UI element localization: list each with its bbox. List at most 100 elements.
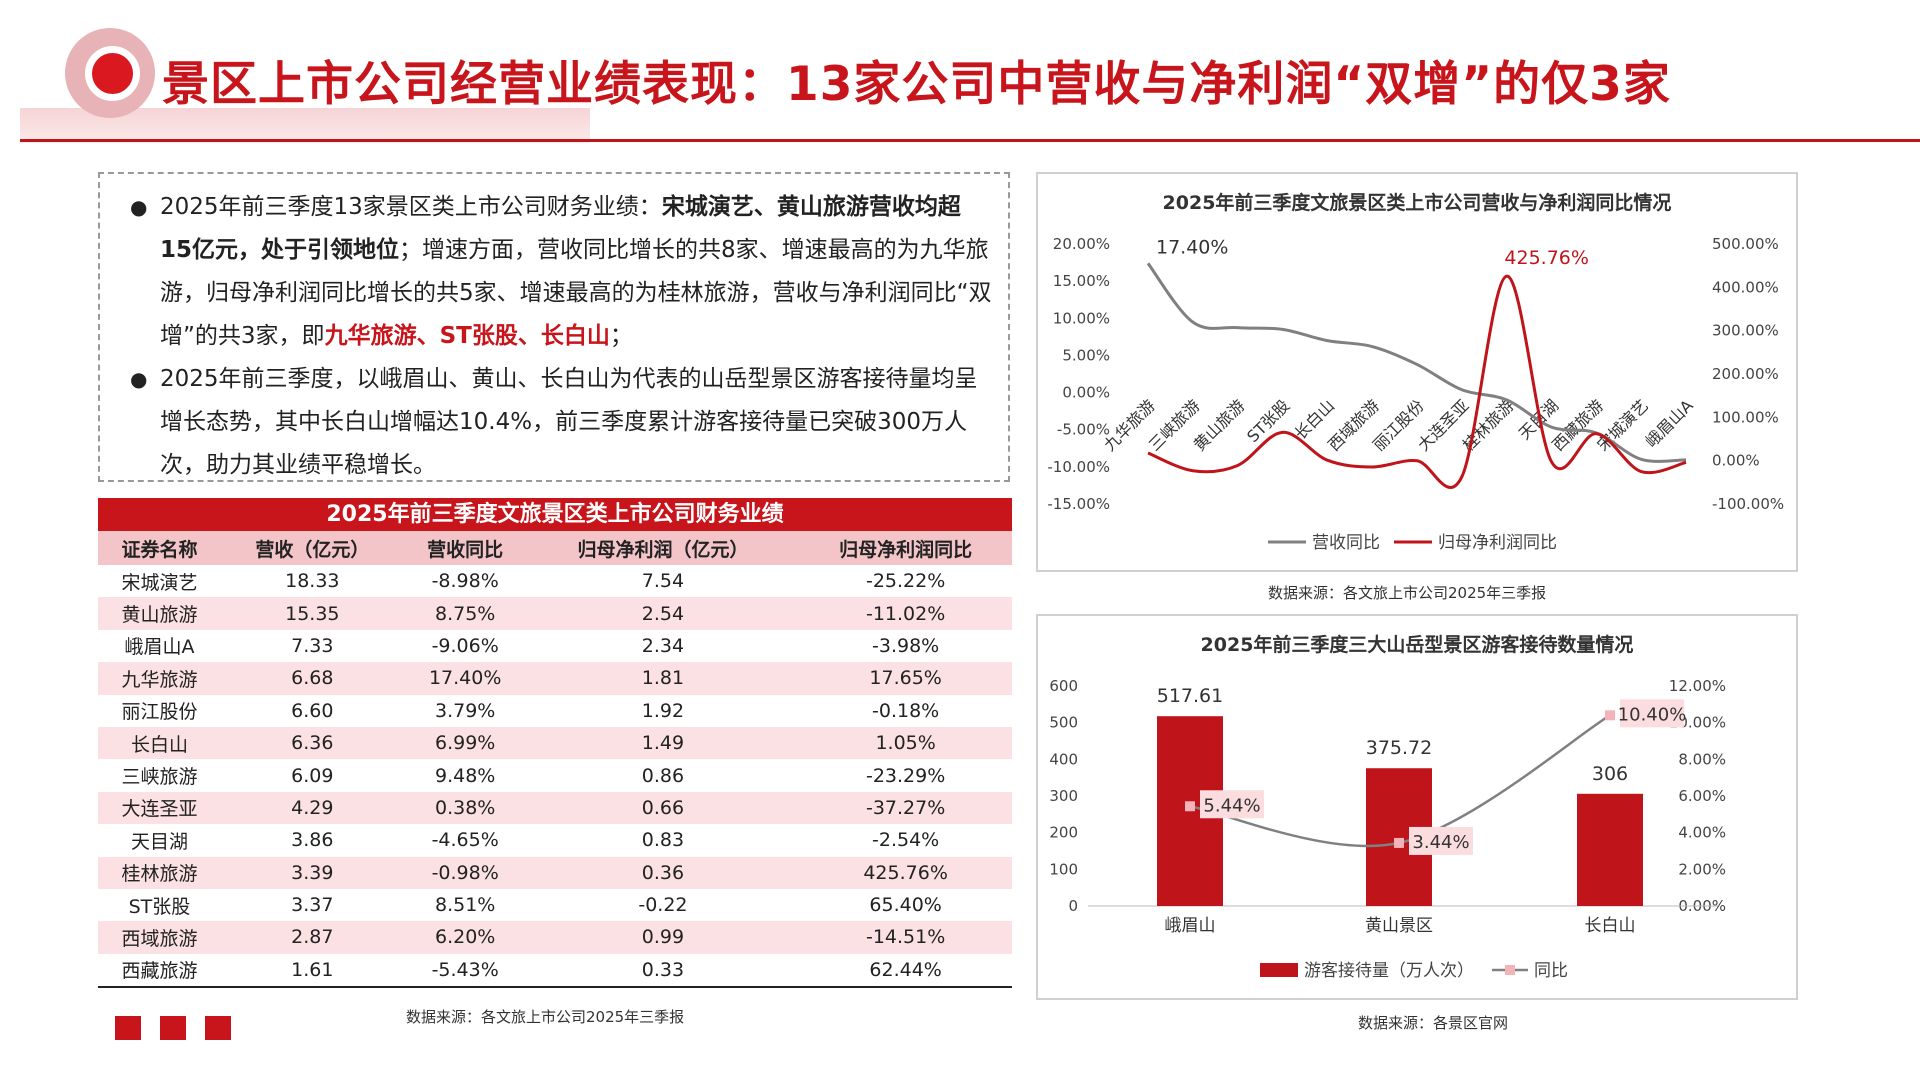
right-axis-tick: 200.00% bbox=[1712, 365, 1779, 383]
data-label: 425.76% bbox=[1504, 247, 1589, 269]
table-row: 峨眉山A 7.33 -9.06% 2.34 -3.98% bbox=[98, 630, 1012, 662]
legend-marker-yoy bbox=[1505, 965, 1515, 975]
line-marker bbox=[1394, 837, 1404, 848]
table-row: 西域旅游 2.87 6.20% 0.99 -14.51% bbox=[98, 921, 1012, 954]
chart-visitors-source: 数据来源：各景区官网 bbox=[1358, 1014, 1509, 1032]
left-axis-tick: -15.00% bbox=[1047, 495, 1110, 513]
table-row: 桂林旅游 3.39 -0.98% 0.36 425.76% bbox=[98, 856, 1012, 889]
header-circle-inner bbox=[85, 46, 140, 101]
bullet-1-part-1: 2025年前三季度13家景区类上市公司财务业绩： bbox=[160, 194, 662, 220]
table-row: ST张股 3.37 8.51% -0.22 65.40% bbox=[98, 889, 1012, 921]
table-cell: 6.36 bbox=[220, 726, 404, 760]
table-cell: 1.49 bbox=[526, 726, 800, 760]
table-cell: 4.29 bbox=[220, 791, 404, 825]
table-cell: 西藏旅游 bbox=[98, 953, 221, 989]
left-axis-tick: -10.00% bbox=[1047, 458, 1110, 476]
line-label-bg bbox=[1200, 790, 1264, 819]
right-axis-tick: 0.00% bbox=[1712, 452, 1760, 470]
left-axis-tick: 100 bbox=[1049, 860, 1078, 878]
table-row: 大连圣亚 4.29 0.38% 0.66 -37.27% bbox=[98, 791, 1012, 825]
legend-swatch-visitors bbox=[1260, 963, 1298, 977]
left-axis-tick: 600 bbox=[1049, 677, 1078, 695]
line-marker bbox=[1185, 801, 1195, 812]
table-cell: 8.51% bbox=[435, 894, 496, 917]
table-header: 营收（亿元） bbox=[220, 531, 404, 565]
table-cell: 425.76% bbox=[799, 856, 1012, 889]
chart-yoy: 2025年前三季度文旅景区类上市公司营收与净利润同比情况 20.00% 15.00… bbox=[1036, 172, 1798, 572]
right-axis-tick: 100.00% bbox=[1712, 408, 1779, 426]
table-cell: 0.99 bbox=[526, 921, 800, 954]
line-marker bbox=[1605, 710, 1615, 721]
left-axis-tick: 200 bbox=[1049, 824, 1078, 842]
table-cell: -23.29% bbox=[865, 764, 946, 787]
legend-label-net-profit: 归母净利润同比 bbox=[1438, 533, 1557, 553]
legend-label-visitors: 游客接待量（万人次） bbox=[1304, 961, 1474, 981]
bar bbox=[1577, 793, 1643, 906]
bullet-1-part-3: ；增速方面，营收同比增长的共8家、增速最高的为九华旅游，归母净利润同比增长的共5… bbox=[160, 237, 992, 349]
right-axis-tick: 2.00% bbox=[1678, 860, 1726, 878]
bar-value-label: 375.72 bbox=[1366, 737, 1432, 759]
table-cell: 峨眉山A bbox=[124, 636, 195, 659]
left-axis-tick: 15.00% bbox=[1053, 272, 1110, 290]
table: 证券名称 营收（亿元） 营收同比 归母净利润（亿元） 归母净利润同比 宋城演艺 1… bbox=[98, 531, 1012, 989]
x-axis-label: 长白山 bbox=[1585, 916, 1636, 936]
x-axis-label: 黄山景区 bbox=[1365, 916, 1433, 936]
table-cell: 0.83 bbox=[641, 829, 685, 852]
table-cell: 天目湖 bbox=[130, 830, 188, 853]
legend-label-yoy: 同比 bbox=[1534, 961, 1568, 981]
table-cell: -0.18% bbox=[872, 699, 940, 722]
left-axis-tick: 500 bbox=[1049, 714, 1078, 732]
chart-visitors: 2025年前三季度三大山岳型景区游客接待数量情况 600 500 400 300 200… bbox=[1036, 614, 1798, 1000]
table-cell: 黄山旅游 bbox=[98, 597, 221, 630]
table-cell: 7.33 bbox=[291, 634, 334, 657]
table-cell: -11.02% bbox=[799, 597, 1012, 630]
table-cell: ST张股 bbox=[128, 895, 191, 918]
chart-yoy-source: 数据来源：各文旅上市公司2025年三季报 bbox=[1268, 584, 1547, 602]
header-divider bbox=[20, 139, 1920, 142]
x-axis-label: 峨眉山 bbox=[1165, 916, 1216, 936]
table-cell: 7.54 bbox=[641, 570, 685, 593]
table-cell: 15.35 bbox=[220, 597, 404, 630]
right-axis-tick: -100.00% bbox=[1712, 495, 1784, 513]
table-header: 归母净利润同比 bbox=[799, 531, 1012, 565]
right-axis-tick: 12.00% bbox=[1669, 677, 1726, 695]
summary-box: ● 2025年前三季度13家景区类上市公司财务业绩：宋城演艺、黄山旅游营收均超1… bbox=[98, 172, 1010, 482]
chart-yoy-svg: 20.00% 15.00% 10.00% 5.00% 0.00% -5.00% -10.00… bbox=[1047, 235, 1784, 553]
decor-square bbox=[205, 1016, 231, 1040]
bullet-2: ● 2025年前三季度，以峨眉山、黄山、长白山为代表的山岳型景区游客接待量均呈增… bbox=[130, 358, 992, 487]
table-cell: 大连圣亚 bbox=[98, 791, 221, 825]
table-cell: 3.37 bbox=[291, 894, 334, 917]
table-row: 天目湖 3.86 -4.65% 0.83 -2.54% bbox=[98, 824, 1012, 856]
table-cell: -5.43% bbox=[403, 953, 527, 989]
table-cell: 9.48% bbox=[435, 764, 496, 787]
table-cell: -3.98% bbox=[872, 634, 940, 657]
table-cell: 长白山 bbox=[98, 726, 221, 760]
bullet-2-text: 2025年前三季度，以峨眉山、黄山、长白山为代表的山岳型景区游客接待量均呈增长态… bbox=[160, 366, 978, 478]
table-header: 营收同比 bbox=[403, 531, 527, 565]
table-cell: -4.65% bbox=[431, 829, 499, 852]
left-axis-tick: -5.00% bbox=[1057, 421, 1110, 439]
left-axis-tick: 0.00% bbox=[1062, 384, 1110, 402]
series-line-net-profit bbox=[1147, 274, 1687, 489]
chart-visitors-title: 2025年前三季度三大山岳型景区游客接待数量情况 bbox=[1200, 634, 1634, 656]
x-axis-label: 峨眉山A bbox=[1642, 396, 1697, 451]
table-cell: 18.33 bbox=[285, 570, 340, 593]
data-label: 17.40% bbox=[1156, 236, 1228, 258]
table-cell: 62.44% bbox=[799, 953, 1012, 989]
table-cell: 三峡旅游 bbox=[121, 766, 198, 789]
table-cell: 3.86 bbox=[291, 829, 334, 852]
table-cell: -0.98% bbox=[403, 856, 527, 889]
decor-square bbox=[160, 1016, 186, 1040]
left-axis-tick: 300 bbox=[1049, 787, 1078, 805]
table-cell: 宋城演艺 bbox=[121, 571, 198, 594]
table-row: 黄山旅游 15.35 8.75% 2.54 -11.02% bbox=[98, 597, 1012, 630]
line-value-label: 10.40% bbox=[1618, 704, 1687, 725]
table-cell: 3.79% bbox=[435, 699, 496, 722]
table-cell: 6.09 bbox=[291, 764, 334, 787]
table-cell: 0.86 bbox=[641, 764, 685, 787]
table-cell: 17.65% bbox=[799, 662, 1012, 695]
table-cell: -37.27% bbox=[799, 791, 1012, 825]
table-header: 证券名称 bbox=[98, 531, 221, 565]
table-cell: -8.98% bbox=[431, 570, 499, 593]
table-cell: -9.06% bbox=[431, 634, 499, 657]
